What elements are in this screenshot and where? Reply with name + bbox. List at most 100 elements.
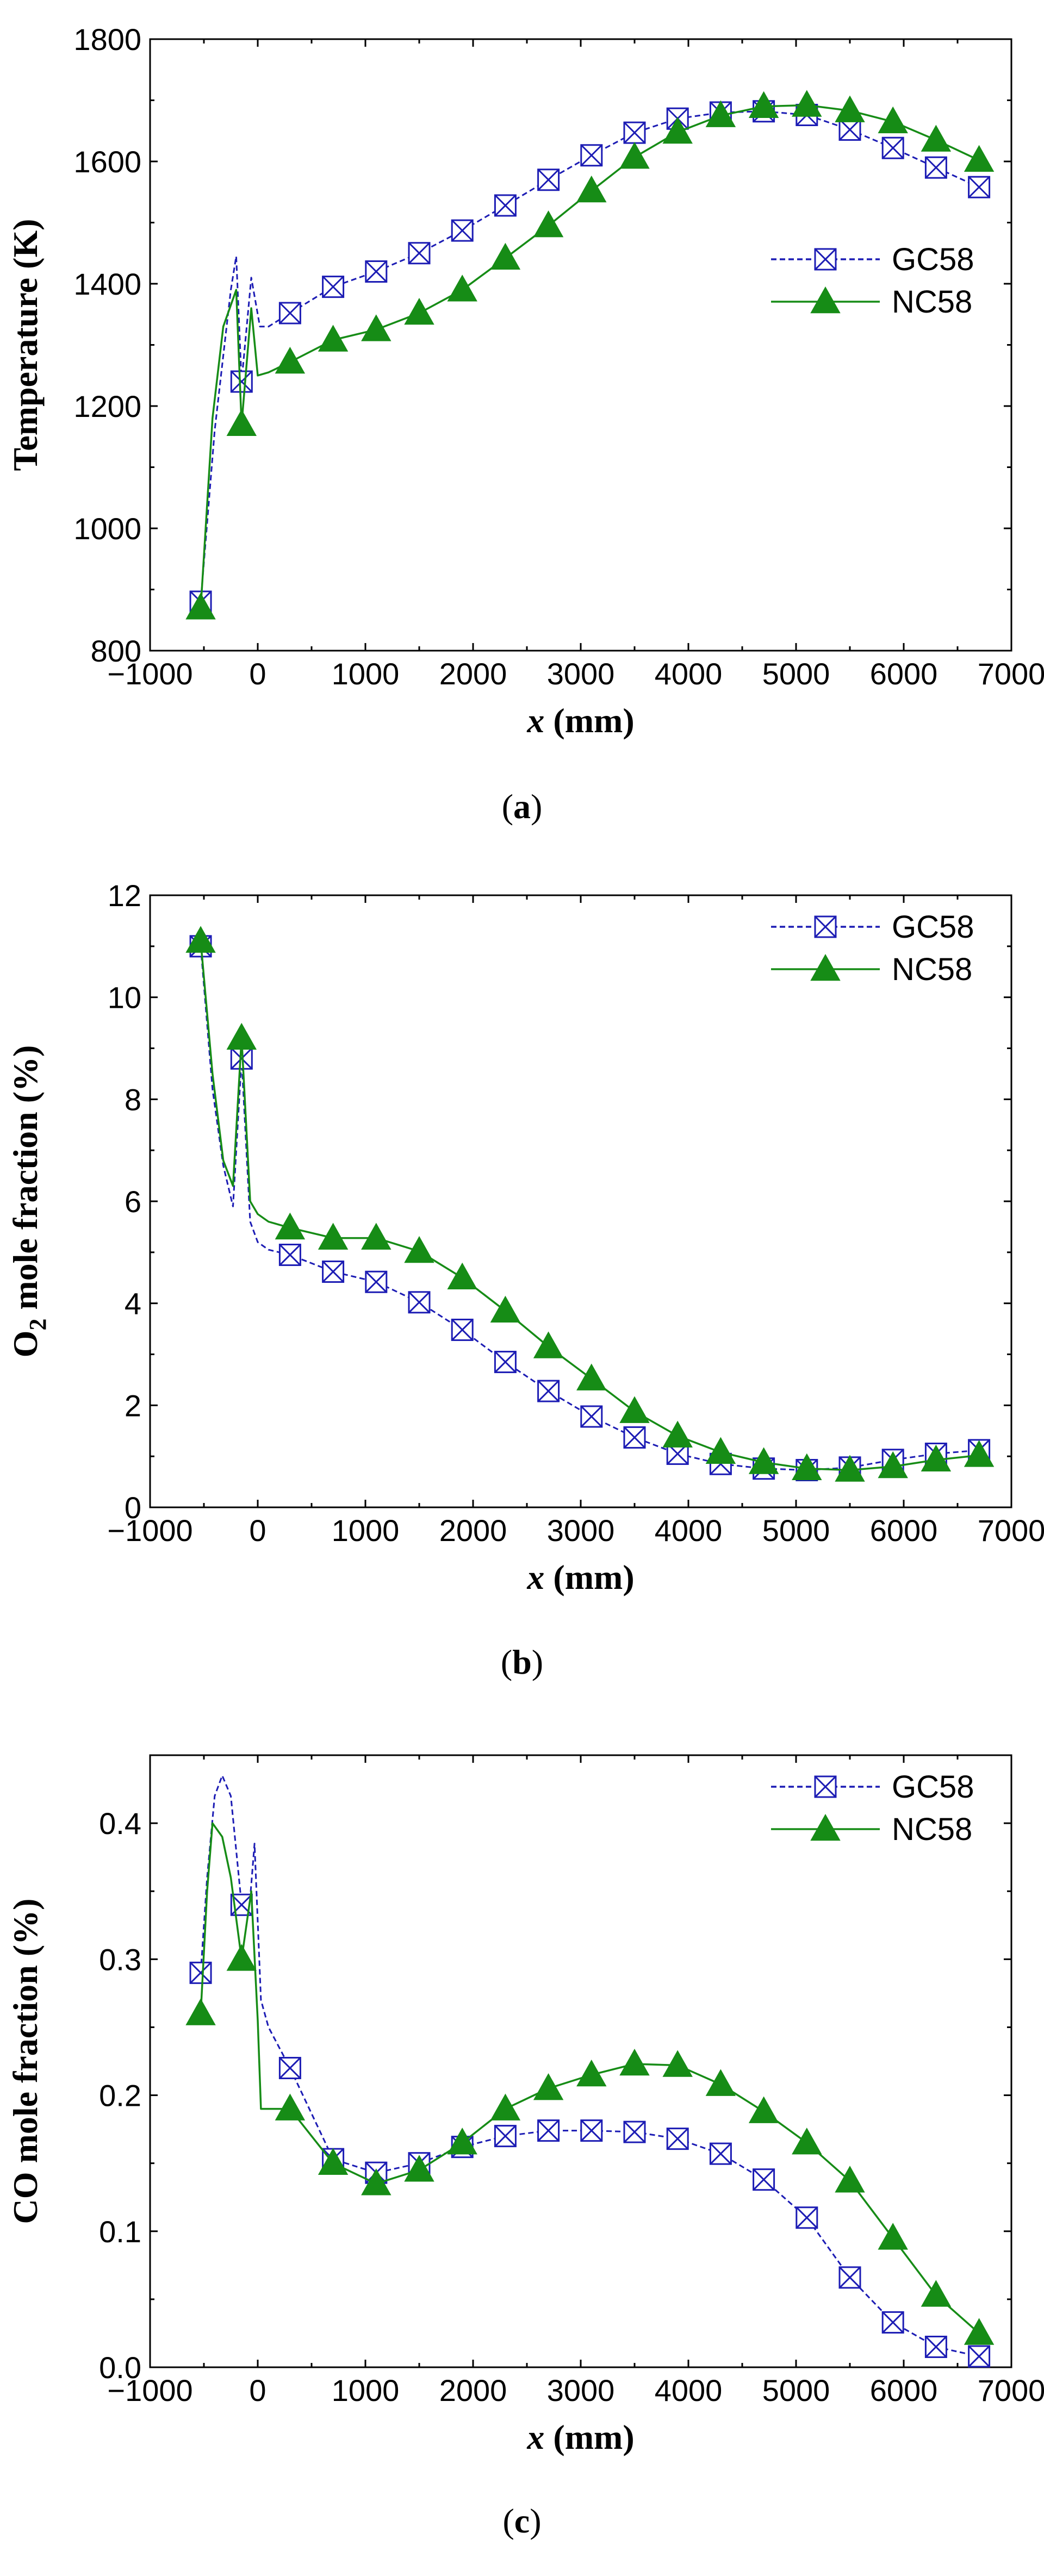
y-tick-label: 6: [125, 1184, 141, 1219]
data-point-nc58: [226, 409, 257, 436]
data-point-gc58: [494, 1351, 517, 1374]
series-gc58: [189, 935, 991, 1482]
data-point-gc58: [408, 242, 431, 265]
data-point-nc58: [185, 592, 216, 620]
data-point-gc58: [494, 194, 517, 217]
x-tick-label: 1000: [332, 657, 400, 691]
data-point-nc58: [964, 1440, 995, 1467]
data-point-gc58: [278, 1244, 301, 1267]
x-axis-label: x (mm): [526, 2418, 634, 2456]
panel-b-chart: −1000 0 1000 2000 3000 4000 5000 6000 7000024681…: [6, 878, 1044, 1681]
y-axis-label: CO mole fraction (%): [6, 1899, 45, 2224]
panel-caption: (a): [502, 787, 543, 826]
data-point-nc58: [878, 106, 908, 134]
data-point-nc58: [226, 1022, 257, 1050]
x-tick-label: 5000: [762, 2373, 830, 2407]
x-axis-label: x (mm): [526, 1558, 634, 1596]
data-point-gc58: [924, 2335, 947, 2358]
data-point-gc58: [322, 1260, 345, 1283]
data-point-nc58: [361, 314, 391, 341]
data-point-gc58: [451, 219, 474, 242]
data-point-nc58: [275, 346, 306, 374]
data-point-nc58: [748, 91, 779, 118]
legend-label-nc58: NC58: [892, 952, 972, 987]
data-point-gc58: [838, 118, 861, 141]
x-tick-label: 3000: [547, 2373, 615, 2407]
data-point-gc58: [881, 2311, 904, 2334]
legend-marker-nc58: [810, 953, 841, 981]
x-tick-label: −1000: [107, 2373, 192, 2407]
data-point-nc58: [792, 2128, 822, 2155]
data-point-nc58: [921, 1444, 952, 1472]
data-point-nc58: [275, 2093, 306, 2120]
data-point-gc58: [924, 156, 947, 179]
x-tick-label: 3000: [547, 1513, 615, 1548]
data-point-nc58: [576, 1363, 607, 1390]
legend-marker-nc58: [810, 1813, 841, 1841]
y-tick-label: 1400: [73, 267, 141, 301]
data-point-gc58: [494, 2125, 517, 2148]
y-tick-label: 0.4: [99, 1806, 141, 1841]
legend-marker-gc58: [814, 1775, 837, 1798]
data-point-nc58: [533, 2073, 564, 2100]
data-point-nc58: [619, 142, 650, 169]
data-point-nc58: [619, 2048, 650, 2076]
y-tick-label: 12: [108, 878, 141, 913]
data-point-gc58: [753, 2168, 775, 2191]
legend-marker-gc58: [814, 248, 837, 271]
legend-label-nc58: NC58: [892, 1812, 972, 1847]
y-tick-label: 8: [125, 1082, 141, 1117]
series-nc58: [185, 1822, 995, 2345]
y-tick-label: 4: [125, 1287, 141, 1321]
data-point-nc58: [705, 1437, 736, 1464]
series-gc58: [189, 100, 991, 613]
data-point-nc58: [792, 90, 822, 117]
data-point-nc58: [447, 275, 477, 302]
legend: GC58 NC58: [771, 1769, 974, 1847]
data-point-nc58: [964, 2318, 995, 2345]
data-point-gc58: [322, 276, 345, 298]
data-point-nc58: [490, 1295, 521, 1323]
data-point-nc58: [361, 1222, 391, 1250]
x-tick-label: 7000: [978, 657, 1044, 691]
legend-label-gc58: GC58: [892, 909, 974, 945]
y-tick-label: 1600: [73, 145, 141, 179]
data-point-gc58: [709, 2142, 732, 2165]
data-point-gc58: [537, 2119, 560, 2142]
panel-caption: (b): [501, 1643, 543, 1681]
x-tick-label: 5000: [762, 1513, 830, 1548]
legend: GC58 NC58: [771, 242, 974, 320]
data-point-nc58: [404, 297, 434, 325]
data-point-gc58: [365, 1270, 388, 1293]
y-tick-label: 10: [108, 981, 141, 1015]
data-point-gc58: [408, 1291, 431, 1314]
data-point-nc58: [447, 2128, 477, 2155]
series-nc58: [185, 90, 995, 620]
x-tick-label: 2000: [439, 1513, 507, 1548]
data-point-gc58: [881, 136, 904, 159]
data-point-gc58: [623, 121, 646, 144]
data-point-gc58: [580, 1405, 603, 1428]
x-tick-label: 1000: [332, 1513, 400, 1548]
data-point-gc58: [278, 302, 301, 325]
data-point-gc58: [537, 169, 560, 191]
data-point-nc58: [835, 2166, 865, 2193]
data-point-nc58: [619, 1396, 650, 1423]
x-tick-label: 1000: [332, 2373, 400, 2407]
y-tick-label: 1200: [73, 389, 141, 423]
data-point-nc58: [447, 1262, 477, 1290]
y-tick-label: 1000: [73, 512, 141, 546]
data-point-nc58: [404, 2155, 434, 2182]
series-line-gc58: [200, 946, 979, 1471]
data-point-nc58: [748, 2096, 779, 2123]
data-point-gc58: [623, 2120, 646, 2143]
y-tick-label: 0.1: [99, 2215, 141, 2249]
data-point-nc58: [705, 100, 736, 127]
data-point-nc58: [921, 124, 952, 152]
x-tick-label: 4000: [655, 657, 723, 691]
data-point-gc58: [580, 144, 603, 167]
panel-caption: (c): [502, 2502, 541, 2540]
data-point-nc58: [748, 1447, 779, 1474]
y-tick-label: 0: [125, 1490, 141, 1525]
